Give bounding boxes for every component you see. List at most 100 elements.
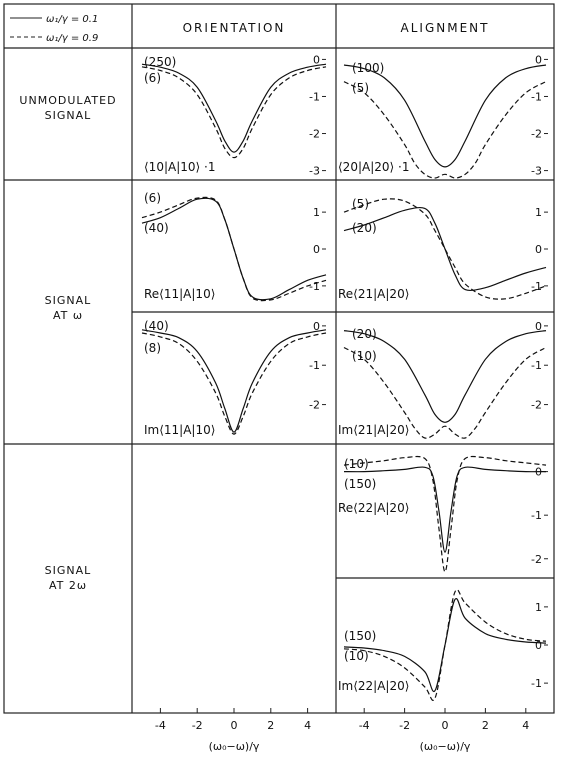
series-annotation: (150) [344,477,376,491]
series-line-dashed [343,589,547,701]
series-annotation: (10) [344,457,369,471]
x-tick-label: 4 [522,719,529,732]
y-tick-label: -2 [309,128,320,141]
column-header-alignment: ALIGNMENT [401,21,490,35]
plot-panels: 0 -1 -2 -3 (250) (6) ⟨10|A|10⟩ ·1 0 -1 -2 -3 (100) (… [141,53,548,701]
y-tick-label: 0 [313,243,320,256]
row-label-signal-at-omega-line1: SIGNAL [45,294,92,307]
series-annotation: (10) [344,649,369,663]
series-annotation: (100) [352,61,384,75]
series-annotation: (150) [344,629,376,643]
series-line-dashed [343,81,547,179]
y-tick-label: -1 [531,359,542,372]
x-tick-label: -4 [155,719,166,732]
series-annotation: (20) [352,327,377,341]
y-tick-label: -2 [309,399,320,412]
series-line-dashed [141,66,327,159]
series-line-solid [141,63,327,153]
y-tick-label: 0 [535,53,542,66]
y-tick-label: -2 [531,399,542,412]
series-annotation: (40) [144,221,169,235]
legend: ω₁/γ = 0.1 ω₁/γ = 0.9 [10,14,98,44]
series-line-solid [343,330,547,423]
series-annotation: (6) [144,71,161,85]
row-label-unmodulated-line1: UNMODULATED [19,94,116,107]
y-tick-label: 0 [535,243,542,256]
series-line-dashed [141,196,327,302]
y-tick-label: -1 [531,280,542,293]
y-tick-label: 1 [313,206,320,219]
x-tick-label: 4 [304,719,311,732]
panel-title: Im⟨21|A|20⟩ [338,423,409,437]
panel-title: Re⟨21|A|20⟩ [338,287,409,301]
x-axes: -4 -2 0 2 4 -4 -2 0 2 4 [155,708,529,732]
series-line-dashed [343,346,547,439]
row-label-signal-at-2omega-line1: SIGNAL [45,564,92,577]
row-label-signal-at-2omega-line2: AT 2ω [49,579,87,592]
outer-frame [3,3,555,714]
series-annotation: (20) [352,221,377,235]
series-annotation: (250) [144,55,176,69]
panel-p4: 1 0 -1 (5) (20) Re⟨21|A|20⟩ [338,197,548,301]
x-axis-align: -4 -2 0 2 4 [359,708,529,732]
panel-title: Im⟨11|A|10⟩ [144,423,215,437]
panel-p2: 0 -1 -2 -3 (100) (5) ⟨20|A|20⟩ ·1 [338,53,548,179]
y-tick-label: -1 [309,280,320,293]
panel-title: ⟨20|A|20⟩ ·1 [338,160,409,174]
series-annotation: (8) [144,341,161,355]
panel-p6: 0 -1 -2 (20) (10) Im⟨21|A|20⟩ [338,320,548,439]
series-line-solid [343,206,547,292]
x-axis-label-orientation: (ω₀−ω)/γ [209,740,260,753]
y-tick-label: -3 [531,165,542,178]
x-tick-label: 2 [267,719,274,732]
panel-title: Re⟨11|A|10⟩ [144,287,215,301]
x-tick-label: 0 [442,719,449,732]
y-tick-label: -1 [531,90,542,103]
row-label-unmodulated-line2: SIGNAL [45,109,92,122]
x-tick-label: -2 [192,719,203,732]
legend-dashed-label: ω₁/γ = 0.9 [46,33,98,44]
series-annotation: (6) [144,191,161,205]
panel-title: Im⟨22|A|20⟩ [338,679,409,693]
panel-p5: 0 -1 -2 (40) (8) Im⟨11|A|10⟩ [141,319,327,437]
panel-p7: 0-1-2(10)(150)Re⟨22|A|20⟩ [338,455,548,573]
series-line-solid [343,64,547,168]
y-tick-label: -1 [309,90,320,103]
x-tick-label: -2 [399,719,410,732]
series-annotation: (40) [144,319,169,333]
grid-lines [3,3,555,714]
y-tick-label: -3 [309,165,320,178]
y-tick-label: -1 [309,359,320,372]
y-tick-label: 0 [313,53,320,66]
y-tick-label: 0 [313,320,320,333]
series-annotation: (5) [352,81,369,95]
row-label-signal-at-omega-line2: AT ω [53,309,83,322]
panel-title: Re⟨22|A|20⟩ [338,501,409,515]
panel-p8: 1 0 -1 (150) (10) Im⟨22|A|20⟩ [338,589,548,701]
series-line-dashed [343,455,547,573]
panel-title: ⟨10|A|10⟩ ·1 [144,160,215,174]
legend-solid-label: ω₁/γ = 0.1 [46,14,98,25]
y-tick-label: 0 [535,639,542,652]
series-line-dashed [141,332,327,435]
x-tick-label: -4 [359,719,370,732]
x-axis-label-alignment: (ω₀−ω)/γ [420,740,471,753]
panel-p1: 0 -1 -2 -3 (250) (6) ⟨10|A|10⟩ ·1 [141,53,327,178]
y-tick-label: 0 [535,320,542,333]
y-tick-label: -1 [531,509,542,522]
y-tick-label: -1 [531,677,542,690]
series-annotation: (10) [352,349,377,363]
series-annotation: (5) [352,197,369,211]
y-tick-label: 1 [535,601,542,614]
series-line-solid [141,329,327,433]
x-axis-orient: -4 -2 0 2 4 [155,708,311,732]
x-tick-label: 2 [482,719,489,732]
series-line-dashed [343,198,547,300]
series-line-solid [343,597,547,693]
x-tick-label: 0 [231,719,238,732]
y-tick-label: 1 [535,206,542,219]
panel-p3: 1 0 -1 (6) (40) Re⟨11|A|10⟩ [141,191,327,302]
column-header-orientation: ORIENTATION [183,21,286,35]
